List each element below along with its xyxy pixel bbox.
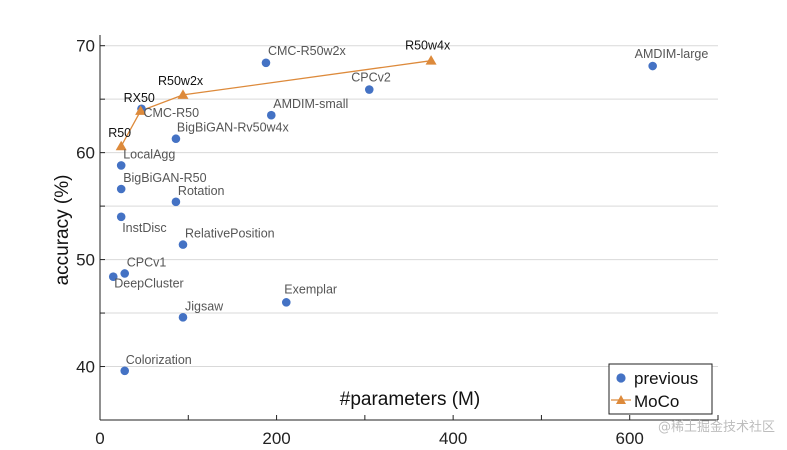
x-tick-label-400: 400	[439, 429, 467, 448]
previous-amdim-large-label: AMDIM-large	[635, 47, 709, 61]
previous-cmc-r50w2x-marker	[261, 58, 271, 68]
legend: previous MoCo	[608, 363, 713, 415]
previous-amdim-large-marker	[648, 61, 657, 71]
watermark: @稀土掘金技术社区	[658, 419, 775, 435]
y-tick-label-40: 40	[76, 358, 95, 377]
previous-rotation-marker	[171, 197, 181, 207]
tick-labels: 0 200 400 600 40 50 60 70	[76, 37, 644, 448]
previous-amdim-small-marker	[266, 110, 276, 120]
legend-previous-label: previous	[634, 369, 698, 388]
gridlines	[100, 45, 718, 368]
previous-jigsaw-label: Jigsaw	[185, 299, 224, 313]
moco-rx50-label: RX50	[124, 91, 155, 105]
legend-box	[608, 363, 713, 415]
previous-bigbigan-r50-marker	[116, 184, 126, 194]
moco-r50w4x-marker	[425, 55, 437, 65]
moco-r50-label: R50	[108, 126, 131, 140]
moco-r50-marker	[115, 140, 127, 151]
moco-rx50-marker	[135, 105, 147, 115]
y-tick-label-50: 50	[76, 251, 95, 270]
moco-trend-line	[120, 60, 432, 147]
y-axis-title: accuracy (%)	[52, 175, 73, 286]
previous-colorization-label: Colorization	[126, 353, 192, 367]
previous-rotation-label: Rotation	[178, 184, 225, 198]
moco-r50w4x-label: R50w4x	[405, 39, 451, 53]
previous-cpcv2-marker	[364, 85, 374, 94]
previous-bigbigan-r50-label: BigBiGAN-R50	[123, 171, 206, 185]
previous-bigbigan-rv50w4x-marker	[171, 134, 181, 144]
previous-exemplar-label: Exemplar	[284, 282, 337, 296]
previous-cpcv1-marker	[120, 269, 130, 278]
x-axis-title: #parameters (M)	[340, 389, 480, 410]
previous-relativeposition-label: RelativePosition	[185, 227, 275, 241]
legend-moco-marker	[616, 395, 626, 404]
x-tick-label-200: 200	[262, 429, 290, 448]
moco-r50w2x-marker	[177, 89, 189, 99]
x-tick-label-0: 0	[95, 429, 104, 448]
y-tick-label-70: 70	[76, 37, 95, 56]
previous-instdisc-label: InstDisc	[122, 221, 166, 235]
previous-bigbigan-rv50w4x-label: BigBiGAN-Rv50w4x	[177, 121, 290, 135]
moco-series-line	[120, 60, 432, 147]
previous-colorization-marker	[120, 366, 130, 376]
previous-instdisc-marker	[116, 212, 126, 222]
previous-cmc-r50-label: CMC-R50	[143, 106, 199, 120]
moco-r50w2x-label: R50w2x	[158, 74, 204, 88]
previous-exemplar-marker	[281, 298, 291, 307]
x-tick-label-600: 600	[616, 429, 644, 448]
y-tick-label-60: 60	[76, 144, 95, 163]
previous-jigsaw-marker	[178, 313, 188, 322]
tick-marks	[99, 45, 719, 420]
previous-deepcluster-marker	[108, 272, 118, 281]
previous-localagg-label: LocalAgg	[123, 147, 175, 161]
previous-cpcv1-label: CPCv1	[127, 255, 167, 269]
previous-relativeposition-marker	[178, 240, 188, 249]
previous-amdim-small-label: AMDIM-small	[273, 97, 348, 111]
legend-moco-label: MoCo	[634, 392, 679, 411]
previous-cpcv2-label: CPCv2	[351, 71, 391, 85]
previous-localagg-marker	[116, 161, 126, 170]
data-points	[108, 55, 657, 376]
previous-cmc-r50w2x-label: CMC-R50w2x	[268, 44, 347, 58]
legend-previous-marker	[616, 373, 626, 383]
previous-deepcluster-label: DeepCluster	[114, 277, 183, 291]
